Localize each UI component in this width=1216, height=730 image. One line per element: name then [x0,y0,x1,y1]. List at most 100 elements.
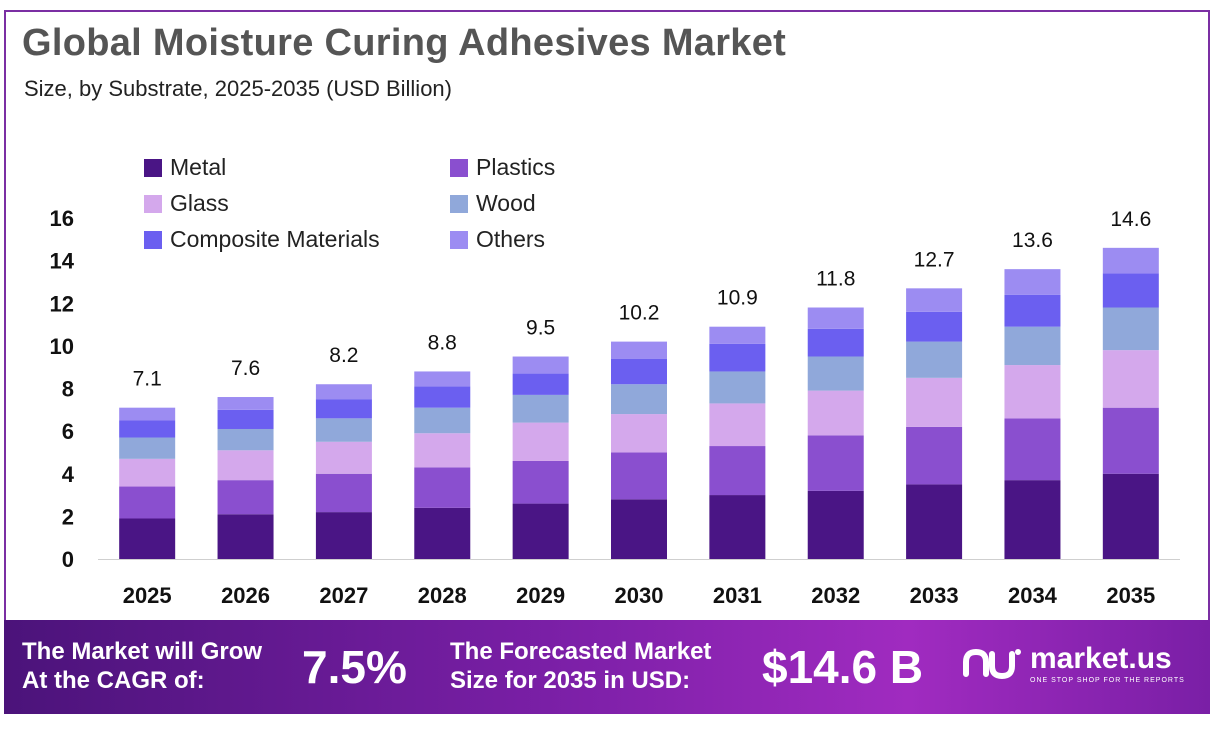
bar-segment-wood [414,407,471,434]
logo-tagline: ONE STOP SHOP FOR THE REPORTS [1030,677,1185,684]
legend-label: Glass [170,190,229,216]
x-tick-label: 2027 [319,583,368,608]
bar-segment-others [807,307,864,329]
bar-total-label: 8.8 [428,331,457,354]
bar-segment-wood [512,394,569,423]
bar-segment-others [414,371,471,387]
bar-segment-plastics [414,467,471,508]
bar-total-label: 8.2 [329,344,358,367]
bar-segment-wood [807,356,864,391]
bar-segment-metal [1004,480,1061,559]
y-tick-label: 0 [62,547,74,572]
bar-segment-glass [1102,350,1159,408]
bar-total-label: 9.5 [526,317,555,340]
bar-segment-metal [611,499,667,559]
x-tick-label: 2034 [1008,583,1058,608]
cagr-value: 7.5% [302,641,407,693]
bar-segment-composite-materials [119,420,176,438]
bar-segment-composite-materials [315,399,372,419]
bar-total-label: 10.9 [717,287,758,310]
bar-segment-glass [906,377,963,427]
y-tick-label: 4 [62,462,75,487]
legend-label: Others [476,226,546,252]
bar-total-label: 13.6 [1012,229,1053,252]
x-tick-label: 2031 [713,583,762,608]
bar-segment-composite-materials [1004,294,1061,327]
legend-item-wood: Wood [450,190,536,217]
bar-total-label: 7.6 [231,357,260,380]
bar-segment-wood [315,418,372,442]
bar-segment-composite-materials [1102,273,1159,308]
forecast-label: The Forecasted Market Size for 2035 in U… [450,637,711,695]
legend-label: Composite Materials [170,226,380,252]
bar-segment-plastics [119,486,176,519]
bar-segment-plastics [1004,418,1061,481]
bar-segment-glass [414,433,471,468]
legend-swatch [144,158,162,177]
x-tick-label: 2025 [123,583,172,608]
bar-segment-others [1004,269,1061,295]
forecast-label-line2: Size for 2035 in USD: [450,667,691,694]
bar-segment-wood [709,371,766,404]
bar-segment-plastics [906,426,963,485]
legend-swatch [450,158,468,177]
bar-segment-metal [315,512,372,559]
bar-segment-composite-materials [906,311,963,342]
x-tick-label: 2030 [615,583,664,608]
stacked-bar-chart: 0 2 4 6 8 10 12 14 16 7.1 2025 7.6 2026 8.2 2027 8.8 202… [50,206,1180,608]
x-tick-label: 2032 [811,583,860,608]
y-tick-label: 8 [62,377,74,402]
bar-segment-metal [807,490,864,559]
logo-name: market.us [1030,642,1172,675]
bar-segment-others [217,397,274,410]
bar-segment-metal [217,514,274,559]
cagr-label-line2: At the CAGR of: [22,667,205,694]
bar-segment-wood [217,428,274,451]
y-tick-label: 6 [62,419,74,444]
forecast-value: $14.6 B [762,641,924,693]
bar-segment-wood [906,341,963,378]
legend-label: Metal [170,154,227,180]
x-tick-label: 2029 [516,583,565,608]
x-tick-label: 2035 [1106,583,1155,608]
legend-item-plastics: Plastics [450,154,555,181]
bar-segment-wood [611,384,667,415]
legend-item-metal: Metal [144,154,226,181]
bar-segment-metal [906,484,963,559]
bar-segment-composite-materials [611,358,667,385]
bar-segment-metal [1102,473,1159,559]
legend-label: Plastics [476,154,556,180]
bar-segment-glass [611,414,667,453]
bar-segment-composite-materials [217,409,274,429]
x-tick-label: 2026 [221,583,270,608]
legend-item-composite-materials: Composite Materials [144,226,380,253]
bar-segment-glass [807,390,864,436]
market-us-logo[interactable]: market.us ONE STOP SHOP FOR THE REPORTS [962,644,1185,684]
legend-swatch [450,230,468,249]
bar-segment-others [709,326,766,344]
bar-segment-wood [1102,307,1159,351]
x-tick-label: 2028 [418,583,467,608]
bar-segment-plastics [1102,407,1159,474]
legend-item-glass: Glass [144,190,229,217]
bar-segment-plastics [315,473,372,513]
bar-segment-metal [119,518,176,559]
bar-segment-plastics [807,435,864,491]
y-tick-label: 10 [50,334,74,359]
bar-segment-wood [1004,326,1061,366]
bar-segment-metal [709,495,766,559]
bar-segment-glass [512,422,569,461]
bar-segment-wood [119,437,176,459]
x-tick-label: 2033 [910,583,959,608]
bar-total-label: 14.6 [1110,208,1151,231]
bar-segment-others [611,341,667,359]
footer-banner: The Market will Grow At the CAGR of: 7.5… [4,620,1210,714]
bar-total-label: 12.7 [914,248,955,271]
market-us-logo-icon [963,648,1021,680]
bar-segment-composite-materials [414,386,471,408]
forecast-label-line1: The Forecasted Market [450,638,712,665]
legend-swatch [144,194,162,213]
bar-segment-plastics [217,480,274,515]
chart-title: Global Moisture Curing Adhesives Market [22,22,787,64]
bar-segment-glass [217,450,274,481]
